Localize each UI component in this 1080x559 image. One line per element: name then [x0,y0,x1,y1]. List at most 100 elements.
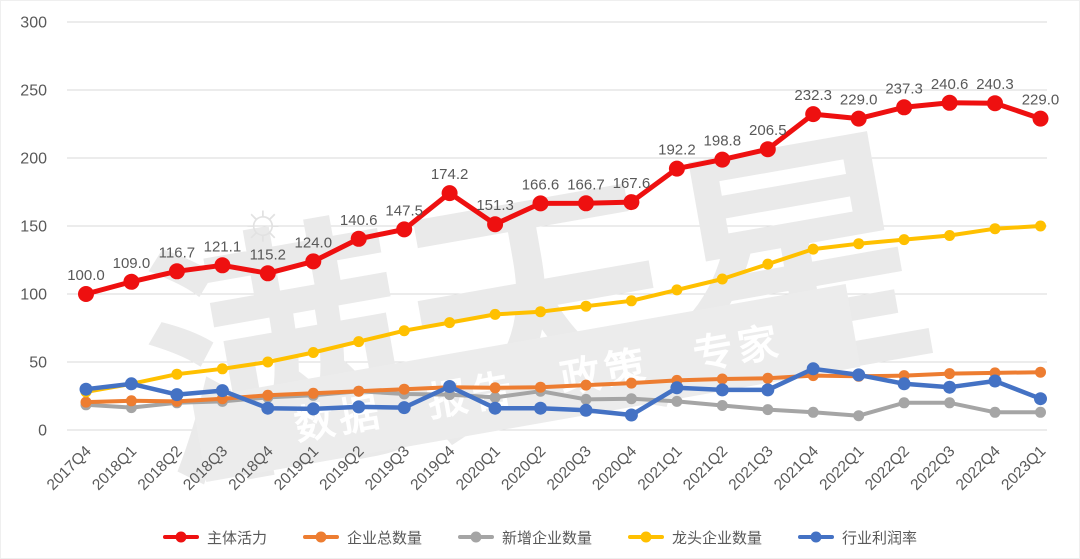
data-point-marker [352,400,366,414]
x-axis-tick-label: 2021Q3 [726,443,777,494]
data-point-marker [989,223,1001,235]
data-point-label: 240.3 [976,76,1014,93]
data-point-marker [988,374,1002,388]
data-point-label: 116.7 [159,244,195,261]
series-group: 100.0 109.0 116.7 121.1 115.2 124.0 140.6 147.5… [67,76,1059,422]
legend-marker-icon [798,531,835,543]
series-行业利润率 [79,362,1047,422]
x-axis-tick-label: 2017Q4 [44,443,95,494]
legend-label: 龙头企业数量 [672,529,763,547]
legend-item: 新增企业数量 [457,527,592,548]
data-point-marker [171,368,183,380]
data-point-marker [716,400,728,411]
data-point-marker [716,373,728,385]
data-point-label: 140.6 [340,212,378,229]
legend-marker-dot [470,531,482,543]
data-point-marker [398,383,410,395]
data-point-marker [1035,366,1046,378]
data-point-marker [806,362,820,376]
data-point-label: 121.1 [204,238,242,255]
data-point-marker [671,284,683,296]
data-point-marker [578,195,594,212]
legend-item: 行业利润率 [798,527,917,548]
data-point-marker [1035,220,1046,232]
data-point-marker [532,195,549,212]
series-主体活力: 100.0 109.0 116.7 121.1 115.2 124.0 140.6 147.5… [67,76,1059,302]
data-point-marker [353,336,365,348]
legend-marker-dot [315,531,327,543]
data-point-marker [261,401,275,415]
legend-marker-icon [162,531,199,543]
data-point-marker [444,317,456,329]
x-axis-tick-label: 2023Q1 [998,443,1049,494]
data-point-label: 229.0 [840,92,878,109]
data-point-marker [943,380,957,394]
data-point-marker [80,396,92,408]
series-龙头企业数量 [80,220,1046,398]
data-point-label: 232.3 [794,87,832,104]
data-point-marker [715,383,729,397]
data-point-label: 237.3 [885,80,923,97]
data-point-marker [123,273,140,290]
data-point-marker [488,401,502,415]
data-point-marker [762,404,774,416]
data-point-marker [259,265,276,282]
x-axis-tick-label: 2021Q2 [680,443,731,494]
data-point-marker [307,387,319,399]
data-point-marker [805,106,822,123]
data-point-marker [305,253,322,270]
data-point-label: 109.0 [113,255,151,272]
data-point-marker [623,194,640,211]
data-point-marker [1032,110,1049,127]
data-point-marker [262,356,274,368]
data-point-marker [807,406,819,418]
data-point-marker [216,363,228,375]
data-point-marker [1034,392,1047,406]
data-point-marker [580,379,592,391]
legend-marker-icon [628,531,664,543]
y-axis-tick-label: 100 [20,287,47,304]
x-axis-tick-label: 2022Q3 [907,443,958,494]
data-point-label: 174.2 [431,166,469,183]
y-axis-tick-label: 150 [20,219,47,236]
data-point-marker [898,397,910,409]
data-point-marker [443,380,457,393]
legend-marker-dot [175,531,187,543]
legend-marker-icon [457,531,494,543]
y-axis-tick-label: 200 [20,151,47,168]
data-point-marker [670,381,684,395]
data-point-label: 240.6 [931,76,969,93]
data-point-marker [78,286,94,302]
data-point-marker [714,151,731,168]
data-point-marker [1035,406,1046,418]
data-point-label: 229.0 [1022,92,1060,109]
data-point-marker [716,273,728,285]
legend-item: 主体活力 [162,527,267,548]
data-point-marker [852,368,866,382]
data-point-marker [668,160,685,177]
legend-label: 行业利润率 [842,529,918,547]
data-point-marker [580,393,592,405]
data-point-marker [535,306,546,318]
data-point-marker [350,230,367,247]
data-point-marker [489,382,501,394]
data-point-marker [398,325,410,337]
y-axis-tick-label: 50 [29,355,47,372]
data-point-marker [853,410,865,422]
series-line [83,100,1043,297]
data-point-label: 192.2 [658,142,696,159]
data-point-marker [353,385,365,397]
data-point-marker [262,389,274,401]
data-point-label: 100.0 [67,267,105,284]
sun-icon: ☼ [239,192,287,250]
data-point-marker [671,395,683,407]
data-point-marker [396,221,413,238]
data-point-marker [896,99,913,116]
data-point-marker [125,395,137,407]
data-point-marker [853,238,865,250]
data-point-marker [306,402,320,416]
data-point-marker [535,381,546,393]
data-point-marker [761,383,775,397]
y-axis-tick-label: 250 [20,83,47,100]
